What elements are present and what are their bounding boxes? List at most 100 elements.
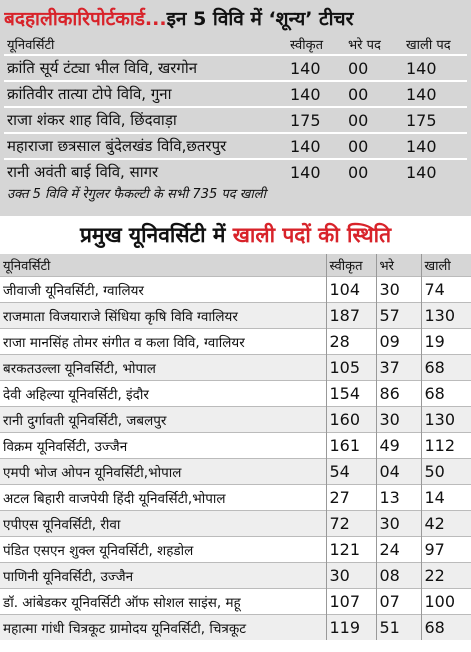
- number-cell: 30: [375, 406, 421, 433]
- number-cell: 140: [287, 158, 345, 184]
- table-body: क्रांति सूर्य टंट्या भील विवि, खरगोन 140 0…: [4, 54, 467, 184]
- number-cell: 07: [375, 588, 421, 615]
- header-row: यूनिवर्सिटी स्वीकृत भरे खाली: [0, 254, 471, 277]
- title-black: प्रमुख यूनिवर्सिटी में: [79, 223, 233, 247]
- name-cell: देवी अहिल्या यूनिवर्सिटी, इंदौर: [0, 380, 326, 407]
- number-cell: 27: [325, 484, 376, 511]
- number-cell: 57: [375, 302, 421, 329]
- number-cell: 140: [403, 158, 467, 184]
- number-cell: 30: [375, 276, 421, 303]
- number-cell: 130: [420, 406, 471, 433]
- number-cell: 107: [325, 588, 376, 615]
- name-cell: राजा शंकर शाह विवि, छिंदवाड़ा: [4, 106, 287, 133]
- name-cell: डॉ. आंबेडकर यूनिवर्सिटी ऑफ सोशल साइंस, म…: [0, 588, 326, 615]
- number-cell: 04: [375, 458, 421, 485]
- header-title: बदहालीकारिपोर्टकार्ड...इन 5 विवि में ‘शू…: [4, 4, 467, 34]
- number-cell: 140: [287, 80, 345, 107]
- title-red: बदहालीकारिपोर्टकार्ड...: [4, 8, 167, 30]
- number-cell: 30: [375, 510, 421, 537]
- name-cell: महात्मा गांधी चित्रकूट ग्रामोदय यूनिवर्स…: [0, 614, 326, 640]
- number-cell: 00: [345, 106, 403, 133]
- top-panel: बदहालीकारिपोर्टकार्ड...इन 5 विवि में ‘शू…: [0, 0, 471, 216]
- number-cell: 187: [325, 302, 376, 329]
- number-cell: 104: [325, 276, 376, 303]
- number-cell: 119: [325, 614, 376, 640]
- name-cell: क्रांति सूर्य टंट्या भील विवि, खरगोन: [4, 54, 287, 81]
- number-cell: 68: [420, 380, 471, 407]
- table-row: राजा मानसिंह तोमर संगीत व कला विवि, ग्वा…: [0, 328, 471, 355]
- number-cell: 140: [403, 80, 467, 107]
- number-cell: 160: [325, 406, 376, 433]
- title-black: इन 5 विवि में ‘शून्य’ टीचर: [166, 8, 354, 30]
- number-cell: 42: [420, 510, 471, 537]
- number-cell: 161: [325, 432, 376, 459]
- header-row: यूनिवर्सिटी स्वीकृत भरे पद खाली पद: [4, 34, 467, 55]
- name-cell: एमपी भोज ओपन यूनिवर्सिटी,भोपाल: [0, 458, 326, 485]
- number-cell: 22: [420, 562, 471, 589]
- name-cell: रानी अवंती बाई विवि, सागर: [4, 158, 287, 184]
- note: उक्त 5 विवि में रेगुलर फैकल्टी के सभी 73…: [7, 187, 266, 202]
- name-cell: एपीएस यूनिवर्सिटी, रीवा: [0, 510, 326, 537]
- number-cell: 13: [375, 484, 421, 511]
- number-cell: 30: [325, 562, 376, 589]
- column-header: भरे: [375, 254, 421, 277]
- number-cell: 49: [375, 432, 421, 459]
- table-row: पाणिनी यूनिवर्सिटी, उज्जैन 30 08 22: [0, 562, 471, 589]
- table-row: राजा शंकर शाह विवि, छिंदवाड़ा 175 00 175: [4, 106, 467, 133]
- number-cell: 121: [325, 536, 376, 563]
- number-cell: 68: [420, 614, 471, 640]
- number-cell: 130: [420, 302, 471, 329]
- table-row: अटल बिहारी वाजपेयी हिंदी यूनिवर्सिटी,भोप…: [0, 484, 471, 511]
- number-cell: 14: [420, 484, 471, 511]
- table-head: यूनिवर्सिटी स्वीकृत भरे खाली: [0, 254, 471, 277]
- number-cell: 86: [375, 380, 421, 407]
- column-header: भरे पद: [348, 38, 381, 53]
- name-cell: राजमाता विजयाराजे सिंधिया कृषि विवि ग्वा…: [0, 302, 326, 329]
- number-cell: 97: [420, 536, 471, 563]
- table-row: बरकतउल्ला यूनिवर्सिटी, भोपाल 105 37 68: [0, 354, 471, 381]
- name-cell: विक्रम यूनिवर्सिटी, उज्जैन: [0, 432, 326, 459]
- column-header: यूनिवर्सिटी: [0, 254, 326, 277]
- number-cell: 50: [420, 458, 471, 485]
- number-cell: 00: [345, 132, 403, 159]
- table-row: जीवाजी यूनिवर्सिटी, ग्वालियर 104 30 74: [0, 276, 471, 303]
- number-cell: 140: [403, 132, 467, 159]
- table-row: रानी दुर्गावती यूनिवर्सिटी, जबलपुर 160 30 1…: [0, 406, 471, 433]
- table-row: रानी अवंती बाई विवि, सागर 140 00 140: [4, 158, 467, 184]
- number-cell: 09: [375, 328, 421, 355]
- table-row: विक्रम यूनिवर्सिटी, उज्जैन 161 49 112: [0, 432, 471, 459]
- number-cell: 37: [375, 354, 421, 381]
- table-row: एपीएस यूनिवर्सिटी, रीवा 72 30 42: [0, 510, 471, 537]
- name-cell: महाराजा छत्रसाल बुंदेलखंड विवि,छतरपुर: [4, 132, 287, 159]
- column-header: खाली: [420, 254, 471, 277]
- table-body: जीवाजी यूनिवर्सिटी, ग्वालियर 104 30 74 राजमा…: [0, 276, 471, 640]
- title-red: खाली पदों की स्थिति: [232, 223, 392, 247]
- number-cell: 140: [287, 132, 345, 159]
- number-cell: 175: [287, 106, 345, 133]
- table-row: महात्मा गांधी चित्रकूट ग्रामोदय यूनिवर्स…: [0, 614, 471, 640]
- number-cell: 28: [325, 328, 376, 355]
- name-cell: रानी दुर्गावती यूनिवर्सिटी, जबलपुर: [0, 406, 326, 433]
- column-header: स्वीकृत: [290, 38, 324, 53]
- number-cell: 51: [375, 614, 421, 640]
- number-cell: 140: [403, 54, 467, 81]
- number-cell: 00: [345, 158, 403, 184]
- name-cell: पाणिनी यूनिवर्सिटी, उज्जैन: [0, 562, 326, 589]
- table-head: यूनिवर्सिटी स्वीकृत भरे पद खाली पद: [4, 34, 467, 55]
- name-cell: बरकतउल्ला यूनिवर्सिटी, भोपाल: [0, 354, 326, 381]
- name-cell: क्रांतिवीर तात्या टोपे विवि, गुना: [4, 80, 287, 107]
- section-title: प्रमुख यूनिवर्सिटी में खाली पदों की स्थि…: [0, 216, 471, 254]
- name-cell: राजा मानसिंह तोमर संगीत व कला विवि, ग्वा…: [0, 328, 326, 355]
- number-cell: 00: [345, 54, 403, 81]
- table-row: डॉ. आंबेडकर यूनिवर्सिटी ऑफ सोशल साइंस, म…: [0, 588, 471, 615]
- name-cell: अटल बिहारी वाजपेयी हिंदी यूनिवर्सिटी,भोप…: [0, 484, 326, 511]
- number-cell: 154: [325, 380, 376, 407]
- number-cell: 24: [375, 536, 421, 563]
- table-row: राजमाता विजयाराजे सिंधिया कृषि विवि ग्वा…: [0, 302, 471, 329]
- name-cell: जीवाजी यूनिवर्सिटी, ग्वालियर: [0, 276, 326, 303]
- table-1: यूनिवर्सिटी स्वीकृत भरे पद खाली पद क्रांति स…: [4, 34, 467, 184]
- number-cell: 19: [420, 328, 471, 355]
- table-2: यूनिवर्सिटी स्वीकृत भरे खाली जीवाजी यूनिवर्स…: [0, 254, 471, 640]
- table-row: क्रांति सूर्य टंट्या भील विवि, खरगोन 140 0…: [4, 54, 467, 81]
